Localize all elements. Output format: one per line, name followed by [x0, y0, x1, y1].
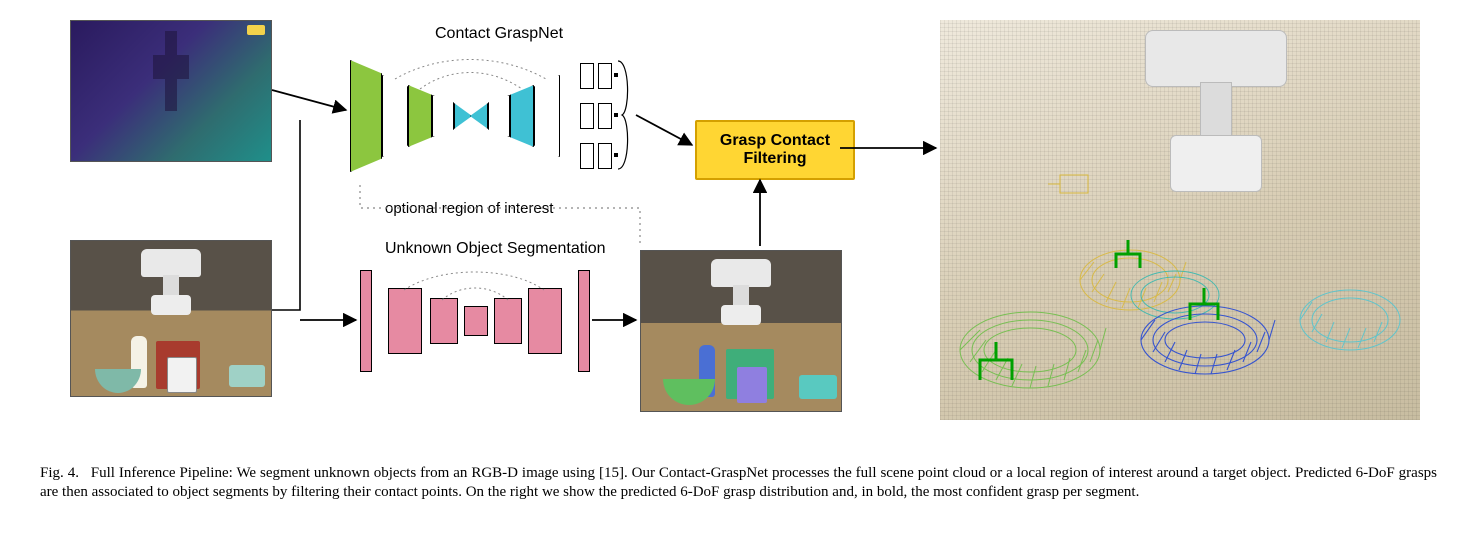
unknown-seg-label: Unknown Object Segmentation: [385, 240, 606, 258]
figure-label: Fig. 4.: [40, 465, 79, 481]
rgb-image-thumb: [70, 240, 272, 397]
optional-roi-label: optional region of interest: [385, 200, 553, 217]
figure-4: Contact GraspNet: [0, 0, 1477, 537]
contact-graspnet-label: Contact GraspNet: [435, 25, 563, 43]
figure-caption-text: Full Inference Pipeline: We segment unkn…: [40, 465, 1437, 500]
figure-caption: Fig. 4. Full Inference Pipeline: We segm…: [40, 464, 1437, 502]
grasp-clusters-svg: [940, 20, 1420, 420]
pipeline-diagram: Contact GraspNet: [40, 20, 1437, 450]
depth-image-thumb: [70, 20, 272, 162]
contact-graspnet-net: [350, 55, 680, 185]
grasp-contact-filtering-box: Grasp Contact Filtering: [695, 120, 855, 180]
segmentation-net: [360, 270, 600, 380]
grasp-output-pointcloud: [940, 20, 1420, 420]
segmentation-output-thumb: [640, 250, 842, 412]
